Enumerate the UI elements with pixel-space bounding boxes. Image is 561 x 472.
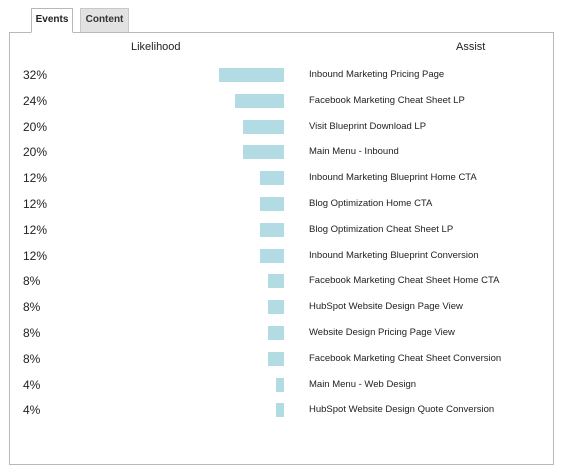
tab-content[interactable]: Content [80, 8, 129, 32]
assist-event-label: Visit Blueprint Download LP [309, 121, 427, 132]
likelihood-value: 8% [23, 300, 41, 314]
event-row: 12% Blog Optimization Cheat Sheet LP [0, 222, 561, 238]
likelihood-value: 12% [23, 197, 48, 211]
assist-event-label: Main Menu - Web Design [309, 379, 417, 390]
assist-event-label: Inbound Marketing Blueprint Conversion [309, 250, 479, 261]
likelihood-value: 4% [23, 403, 41, 417]
likelihood-bar [243, 120, 284, 134]
likelihood-bar [268, 300, 284, 314]
event-row: 12% Inbound Marketing Blueprint Home CTA [0, 170, 561, 186]
likelihood-bar [235, 94, 284, 108]
tab-events[interactable]: Events [31, 8, 73, 33]
likelihood-bar [260, 171, 284, 185]
assist-event-label: Inbound Marketing Pricing Page [309, 69, 445, 80]
likelihood-value: 32% [23, 68, 48, 82]
event-row: 4% HubSpot Website Design Quote Conversio… [0, 402, 561, 418]
likelihood-value: 24% [23, 94, 48, 108]
likelihood-bar [260, 223, 284, 237]
likelihood-value: 12% [23, 249, 48, 263]
event-row: 20% Main Menu - Inbound [0, 144, 561, 160]
event-row: 32% Inbound Marketing Pricing Page [0, 67, 561, 83]
likelihood-value: 12% [23, 223, 48, 237]
likelihood-value: 20% [23, 145, 48, 159]
likelihood-bar [260, 249, 284, 263]
assist-event-label: Blog Optimization Cheat Sheet LP [309, 224, 454, 235]
likelihood-value: 8% [23, 352, 41, 366]
event-row: 20% Visit Blueprint Download LP [0, 119, 561, 135]
likelihood-bar [268, 274, 284, 288]
event-row: 4% Main Menu - Web Design [0, 377, 561, 393]
event-row: 12% Blog Optimization Home CTA [0, 196, 561, 212]
likelihood-value: 4% [23, 378, 41, 392]
assist-event-label: HubSpot Website Design Page View [309, 301, 463, 312]
event-row: 8% HubSpot Website Design Page View [0, 299, 561, 315]
assist-event-label: Website Design Pricing Page View [309, 327, 455, 338]
assist-event-label: HubSpot Website Design Quote Conversion [309, 404, 495, 415]
event-row: 12% Inbound Marketing Blueprint Conversio… [0, 248, 561, 264]
likelihood-bar [268, 352, 284, 366]
likelihood-header: Likelihood [131, 41, 181, 53]
assist-event-label: Main Menu - Inbound [309, 146, 399, 157]
event-row: 24% Facebook Marketing Cheat Sheet LP [0, 93, 561, 109]
likelihood-value: 8% [23, 274, 41, 288]
likelihood-value: 8% [23, 326, 41, 340]
assist-header: Assist [456, 41, 486, 53]
assist-event-label: Facebook Marketing Cheat Sheet LP [309, 95, 465, 106]
event-row: 8% Website Design Pricing Page View [0, 325, 561, 341]
assist-event-label: Facebook Marketing Cheat Sheet Home CTA [309, 275, 500, 286]
likelihood-bar [260, 197, 284, 211]
likelihood-bar [276, 403, 284, 417]
likelihood-bar [243, 145, 284, 159]
assist-event-label: Inbound Marketing Blueprint Home CTA [309, 172, 477, 183]
likelihood-value: 12% [23, 171, 48, 185]
likelihood-bar [268, 326, 284, 340]
likelihood-bar [276, 378, 284, 392]
assist-event-label: Blog Optimization Home CTA [309, 198, 433, 209]
assist-event-label: Facebook Marketing Cheat Sheet Conversio… [309, 353, 502, 364]
event-row: 8% Facebook Marketing Cheat Sheet Home CT… [0, 273, 561, 289]
likelihood-value: 20% [23, 120, 48, 134]
event-row: 8% Facebook Marketing Cheat Sheet Convers… [0, 351, 561, 367]
likelihood-bar [219, 68, 284, 82]
